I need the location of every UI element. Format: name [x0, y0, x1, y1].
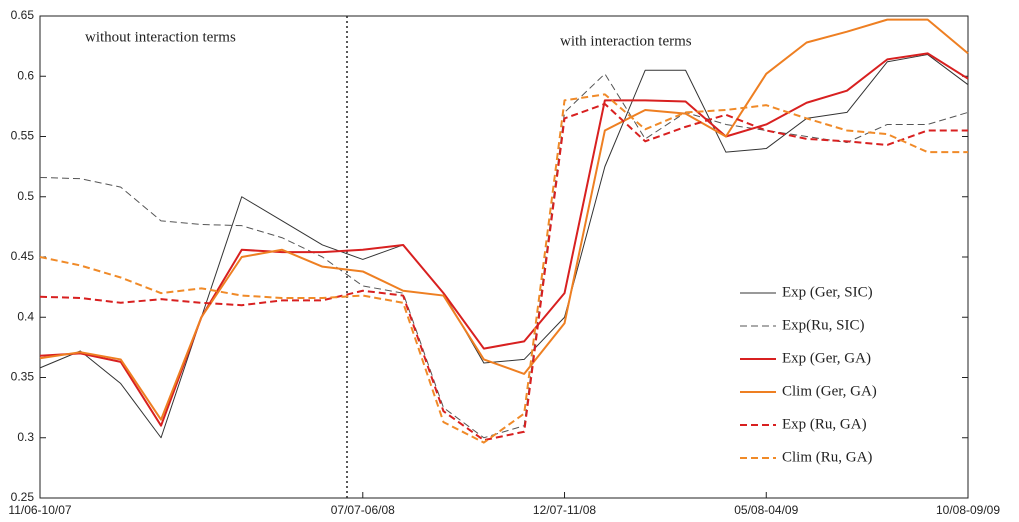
- x-tick-label: 05/08-04/09: [734, 503, 798, 517]
- legend-label: Clim (Ger, GA): [782, 383, 877, 399]
- y-tick-label: 0.35: [11, 370, 35, 384]
- y-tick-label: 0.3: [17, 430, 34, 444]
- series-line: [39, 18, 969, 421]
- legend-label: Exp (Ger, SIC): [782, 284, 873, 300]
- y-tick-label: 0.45: [11, 249, 35, 263]
- series-line: [39, 52, 969, 427]
- y-tick-label: 0.55: [11, 129, 35, 143]
- legend-label: Clim (Ru, GA): [782, 449, 872, 465]
- series-line: [39, 54, 969, 439]
- y-tick-label: 0.5: [17, 189, 34, 203]
- y-tick-label: 0.4: [17, 309, 34, 323]
- series-line: [39, 93, 968, 444]
- y-tick-label: 0.25: [11, 490, 35, 504]
- legend-label: Exp(Ru, SIC): [782, 317, 865, 333]
- y-tick-label: 0.6: [17, 68, 34, 82]
- series-line: [39, 73, 969, 439]
- series-line: [39, 102, 968, 442]
- x-tick-label: 07/07-06/08: [331, 503, 395, 517]
- legend-label: Exp (Ger, GA): [782, 350, 871, 366]
- legend-label: Exp (Ru, GA): [782, 416, 867, 432]
- x-tick-label: 11/06-10/07: [8, 503, 71, 517]
- annotation: with interaction terms: [560, 33, 692, 49]
- x-tick-label: 10/08-09/09: [936, 503, 1000, 517]
- y-tick-label: 0.65: [11, 8, 35, 22]
- x-tick-label: 12/07-11/08: [533, 503, 596, 517]
- annotation: without interaction terms: [85, 29, 236, 45]
